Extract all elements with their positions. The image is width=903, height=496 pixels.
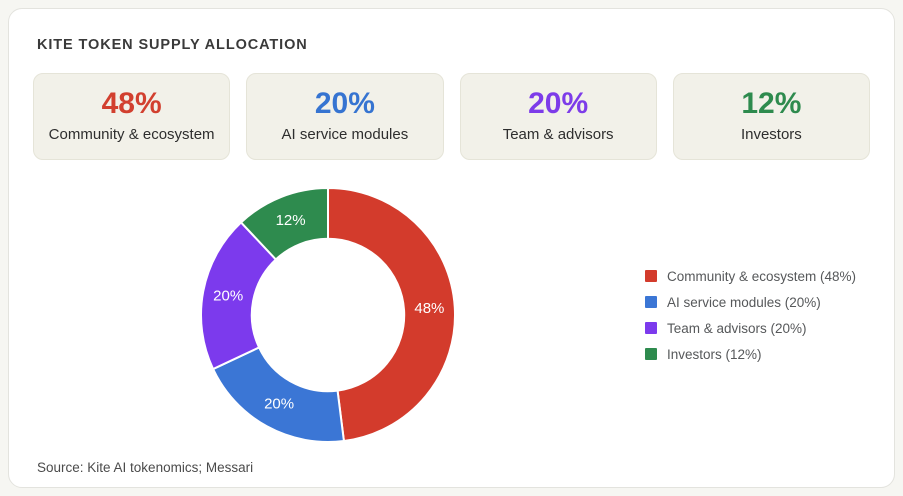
slice-label: 12% bbox=[276, 212, 306, 229]
legend-swatch bbox=[645, 322, 657, 334]
slice-label: 20% bbox=[264, 396, 294, 413]
slice-label: 20% bbox=[213, 288, 243, 305]
stat-label: Community & ecosystem bbox=[48, 126, 215, 143]
donut-slice-3[interactable] bbox=[239, 186, 329, 261]
legend-label: AI service modules (20%) bbox=[667, 294, 821, 310]
legend-swatch bbox=[645, 270, 657, 282]
stat-value: 12% bbox=[741, 87, 802, 120]
legend-item[interactable]: AI service modules (20%) bbox=[645, 295, 856, 310]
stat-cards: 48% Community & ecosystem 20% AI service… bbox=[33, 73, 870, 160]
legend-swatch bbox=[645, 348, 657, 360]
stat-card-investors: 12% Investors bbox=[672, 73, 870, 160]
legend-label: Team & advisors (20%) bbox=[667, 320, 807, 336]
legend-item[interactable]: Team & advisors (20%) bbox=[645, 321, 856, 336]
donut-chart: 48% 20% 20% 12% bbox=[200, 186, 456, 443]
stat-label: Investors bbox=[740, 126, 802, 143]
stat-label: Team & advisors bbox=[502, 126, 614, 143]
legend-label: Community & ecosystem (48%) bbox=[667, 268, 857, 284]
chart-area: 48% 20% 20% 12% Community & ecosystem (48%)… bbox=[29, 186, 874, 444]
donut-slice-0[interactable] bbox=[327, 186, 456, 443]
stat-label: AI service modules bbox=[281, 126, 409, 143]
stat-value: 20% bbox=[528, 87, 589, 120]
stat-card-community: 48% Community & ecosystem bbox=[33, 73, 231, 160]
legend-label: Investors (12%) bbox=[667, 346, 762, 362]
chart-legend: Community & ecosystem (48%) AI service mo… bbox=[645, 269, 856, 362]
legend-swatch bbox=[645, 296, 657, 308]
kite-allocation-panel: KITE TOKEN SUPPLY ALLOCATION 48% Communi… bbox=[8, 8, 895, 488]
page-title: KITE TOKEN SUPPLY ALLOCATION bbox=[37, 37, 308, 53]
stat-value: 48% bbox=[101, 87, 162, 120]
legend-item[interactable]: Community & ecosystem (48%) bbox=[645, 269, 856, 284]
slice-label: 48% bbox=[414, 300, 444, 317]
stat-card-ai-service: 20% AI service modules bbox=[246, 73, 444, 160]
stat-value: 20% bbox=[314, 87, 375, 120]
source-note: Source: Kite AI tokenomics; Messari bbox=[37, 460, 254, 475]
legend-item[interactable]: Investors (12%) bbox=[645, 347, 856, 362]
stat-card-team: 20% Team & advisors bbox=[459, 73, 657, 160]
